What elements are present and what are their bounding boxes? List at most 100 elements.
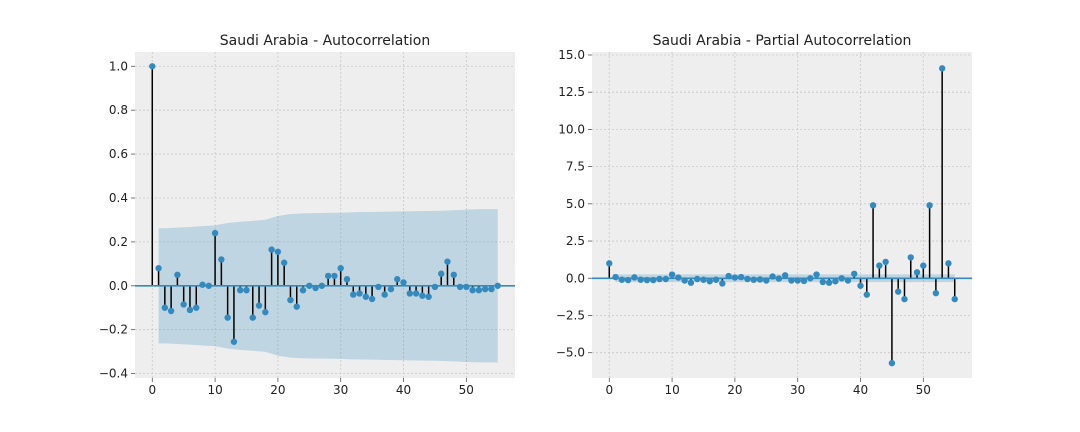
acf-point [419, 292, 426, 299]
pacf-panel: 0 10 20 30 40 50 −5.0 −2.5 0.0 2.5 5.0 7.5 10.0 12.5 1… [556, 48, 972, 397]
pacf-point [612, 273, 619, 281]
pacf-point [725, 272, 732, 280]
pacf-point [656, 275, 663, 283]
pacf-point [807, 275, 814, 282]
acf-point [167, 307, 175, 315]
acf-point [406, 290, 413, 297]
acf-point [362, 293, 370, 300]
pacf-y-tick-label: 2.5 [566, 234, 585, 248]
acf-point [463, 283, 470, 291]
acf-point [255, 302, 263, 309]
acf-point [180, 301, 187, 308]
pacf-point [706, 278, 713, 285]
acf-point [324, 272, 332, 280]
acf-point [431, 283, 439, 291]
acf-y-tick-label: 0.8 [109, 103, 128, 117]
pacf-point [650, 276, 657, 284]
pacf-point [838, 275, 845, 282]
acf-point [450, 271, 457, 279]
acf-point [312, 284, 319, 292]
acf-point [218, 256, 225, 263]
acf-point [387, 285, 395, 293]
pacf-point [719, 280, 726, 287]
acf-x-tick-label: 50 [459, 383, 474, 397]
pacf-point [781, 272, 789, 279]
acf-y-tick-label: 0.6 [109, 147, 128, 161]
acf-panel: 0 10 20 30 40 50 −0.4 −0.2 0.0 0.2 0.4 0.6 0.8 1.0 [99, 52, 515, 397]
acf-point [425, 293, 432, 300]
pacf-y-tick-label: 5.0 [566, 197, 585, 211]
acf-point [481, 285, 489, 293]
acf-y-tick-label: −0.4 [99, 367, 128, 381]
acf-point [199, 281, 206, 288]
pacf-point [788, 277, 795, 284]
acf-point [337, 265, 344, 272]
pacf-point [882, 258, 889, 266]
acf-point [174, 271, 181, 279]
pacf-point [938, 65, 946, 72]
acf-point [249, 314, 256, 321]
pacf-point [606, 260, 613, 267]
acf-point [437, 270, 445, 277]
acf-point [318, 282, 326, 289]
pacf-point [668, 271, 676, 278]
pacf-point [643, 276, 651, 284]
acf-point [287, 296, 294, 304]
pacf-point [951, 295, 958, 303]
pacf-y-tick-label: 10.0 [558, 122, 585, 136]
acf-point [444, 258, 451, 265]
acf-point [155, 265, 162, 272]
pacf-y-tick-label: 0.0 [566, 271, 585, 285]
pacf-point [731, 274, 739, 281]
acf-point [343, 276, 351, 283]
acf-point [400, 279, 407, 286]
pacf-point [712, 276, 720, 283]
pacf-point [744, 275, 751, 283]
pacf-point [901, 295, 908, 303]
acf-y-tick-label: 0.2 [109, 235, 128, 249]
pacf-point [737, 273, 745, 281]
pacf-x-tick-label: 20 [727, 383, 742, 397]
pacf-point [913, 269, 921, 276]
acf-chart-title: Saudi Arabia - Autocorrelation [219, 33, 431, 49]
pacf-point [631, 274, 638, 281]
acf-point [299, 286, 307, 294]
acf-point [211, 229, 219, 237]
acf-point [306, 282, 313, 289]
pacf-point [920, 262, 927, 269]
pacf-point [775, 275, 783, 282]
acf-y-tick-label: 0.0 [109, 279, 128, 293]
pacf-point [857, 282, 864, 289]
pacf-x-tick-label: 40 [853, 383, 868, 397]
acf-y-tick-label: 0.4 [109, 191, 128, 205]
acf-y-tick-label: −0.2 [99, 323, 128, 337]
acf-point [356, 290, 363, 297]
pacf-y-tick-label: 7.5 [566, 160, 585, 174]
pacf-y-tick-label: 12.5 [558, 85, 585, 99]
acf-y-tick-label: 1.0 [109, 59, 128, 73]
acf-point [293, 303, 300, 310]
acf-point [368, 295, 376, 303]
acf-x-tick-label: 10 [207, 383, 222, 397]
acf-plot-area [135, 52, 515, 378]
pacf-point [844, 277, 852, 284]
acf-point [161, 304, 169, 311]
acf-point [268, 246, 275, 253]
acf-x-tick-label: 0 [148, 383, 156, 397]
pacf-point [687, 279, 695, 286]
pacf-point [907, 254, 914, 261]
acf-point [494, 282, 501, 289]
pacf-point [794, 277, 801, 284]
pacf-point [863, 291, 870, 298]
acf-x-tick-label: 40 [396, 383, 411, 397]
acf-point [280, 259, 288, 266]
pacf-point [763, 277, 770, 284]
pacf-point [750, 276, 757, 283]
pacf-point [681, 277, 688, 284]
pacf-point [832, 278, 839, 285]
acf-point [186, 306, 194, 314]
acf-point [262, 308, 269, 316]
pacf-y-tick-label: −5.0 [556, 346, 585, 360]
pacf-point [694, 275, 701, 283]
